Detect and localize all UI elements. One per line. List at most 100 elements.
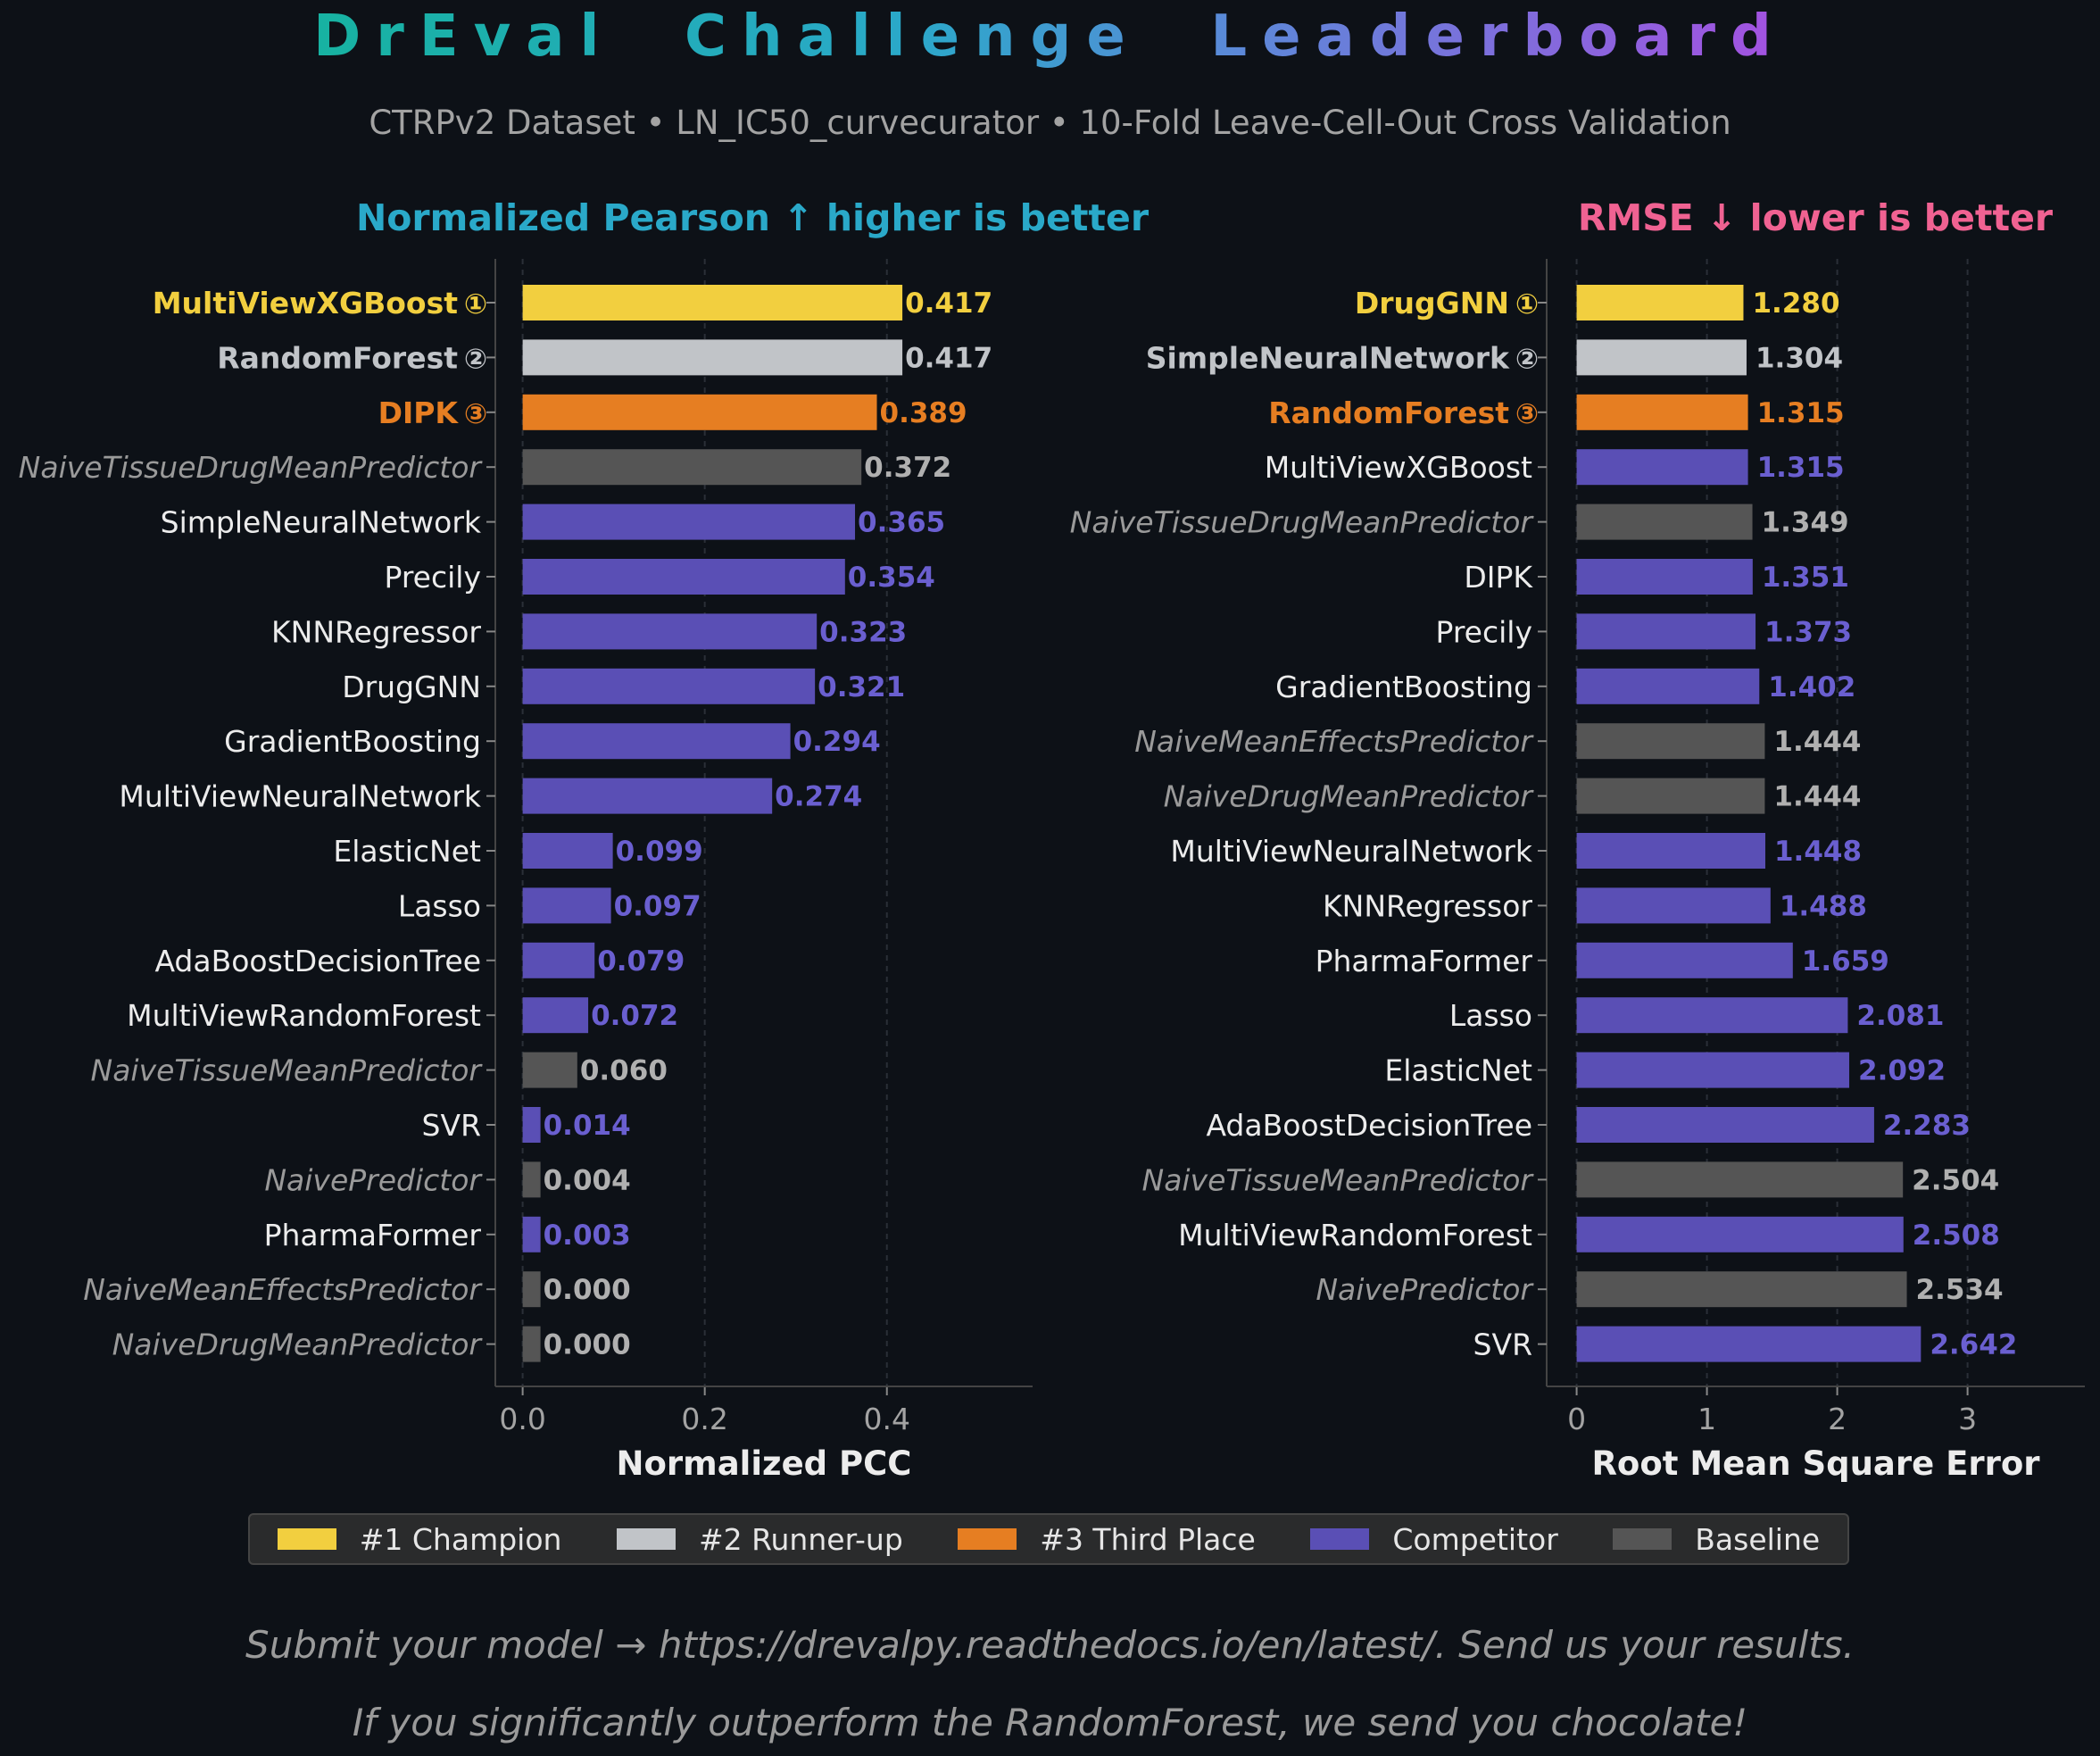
legend-swatch [277,1528,336,1550]
x-tick-label: 0.2 [681,1402,727,1436]
model-label: KNNRegressor [1323,888,1532,923]
value-label: 1.304 [1756,342,1843,374]
bar-KNNRegressor [1576,887,1771,924]
legend-item: #1 Champion [277,1521,562,1557]
bar-MultiViewXGBoost [1576,449,1748,486]
footer-submit-text: Submit your model → https://drevalpy.rea… [245,1623,1855,1667]
model-label: MultiViewRandomForest [1178,1218,1532,1253]
bar-KNNRegressor [522,613,818,650]
bar-NaiveTissueDrugMeanPredictor [522,449,862,486]
value-label: 0.060 [580,1055,668,1087]
legend-label: Competitor [1392,1521,1558,1557]
bar-SVR [522,1107,541,1143]
bar-DIPK [522,394,877,430]
model-label: Precily [385,560,481,595]
value-label: 2.534 [1916,1274,2004,1306]
value-label: 0.321 [818,671,905,703]
value-label: 0.000 [544,1329,631,1361]
model-label: PharmaFormer [1316,944,1533,978]
model-label: RandomForest [1268,395,1509,430]
value-label: 0.294 [793,726,881,758]
x-tick-label: 0.4 [864,1402,910,1436]
bar-MultiViewXGBoost [522,285,903,320]
rank-badge: ① [1515,288,1539,320]
model-label: MultiViewRandomForest [127,998,481,1033]
legend-swatch [958,1528,1017,1550]
value-label: 2.508 [1913,1219,2000,1252]
model-label: DrugGNN [342,670,481,704]
bar-NaiveDrugMeanPredictor [522,1326,541,1362]
value-label: 0.417 [905,287,992,320]
model-label: MultiViewXGBoost [153,286,459,320]
bar-MultiViewRandomForest [1576,1216,1904,1253]
panel-header: RMSE ↓ lower is better [1578,196,2054,239]
bar-SimpleNeuralNetwork [1576,339,1747,376]
rank-badge: ③ [1515,398,1539,430]
value-label: 1.315 [1757,397,1845,429]
model-label: NaiveMeanEffectsPredictor [1134,724,1534,759]
value-label: 0.003 [544,1219,631,1252]
model-label: Lasso [1449,998,1532,1033]
x-tick-label: 2 [1828,1402,1847,1436]
legend-swatch [1310,1528,1370,1550]
model-label: PharmaFormer [264,1218,482,1253]
model-label: KNNRegressor [271,614,481,649]
model-label: DIPK [1464,560,1533,595]
model-label: GradientBoosting [224,724,481,759]
bar-NaiveMeanEffectsPredictor [1576,723,1765,760]
model-label: NaivePredictor [1316,1272,1534,1307]
bar-Lasso [1576,997,1848,1034]
bar-NaiveTissueDrugMeanPredictor [1576,503,1753,540]
model-label: DIPK [378,395,460,430]
bar-GradientBoosting [522,723,791,760]
value-label: 0.072 [591,1000,678,1032]
bar-ElasticNet [522,833,613,869]
value-label: 1.444 [1773,781,1861,813]
model-label: NaiveTissueMeanPredictor [1142,1162,1535,1197]
model-label: NaiveDrugMeanPredictor [112,1327,484,1362]
model-label: AdaBoostDecisionTree [1206,1108,1532,1143]
value-label: 0.354 [848,562,935,594]
bar-DrugGNN [1576,285,1744,320]
value-label: 1.280 [1752,287,1839,320]
bar-NaiveTissueMeanPredictor [1576,1161,1904,1198]
model-label: ElasticNet [333,834,481,869]
model-label: NaiveTissueDrugMeanPredictor [19,450,484,485]
value-label: 2.092 [1858,1055,1946,1087]
model-label: NaiveDrugMeanPredictor [1164,779,1535,814]
model-label: Precily [1436,614,1532,649]
legend-item: #2 Runner-up [616,1522,903,1557]
model-label: MultiViewNeuralNetwork [1170,834,1533,869]
value-label: 1.373 [1764,616,1852,648]
value-label: 0.097 [614,890,701,922]
value-label: 1.659 [1802,945,1889,978]
value-label: 2.081 [1856,1000,1944,1032]
legend-label: Baseline [1695,1521,1821,1557]
value-label: 0.004 [544,1164,631,1196]
x-axis-label: Normalized PCC [617,1444,912,1483]
model-label: NaiveTissueMeanPredictor [91,1053,484,1088]
bar-NaiveTissueMeanPredictor [522,1052,577,1088]
chart-subtitle: CTRPv2 Dataset • LN_IC50_curvecurator • … [369,104,1731,142]
x-tick-label: 0.0 [499,1402,545,1436]
value-label: 0.014 [544,1110,631,1142]
rank-badge: ③ [464,398,487,430]
x-tick-label: 3 [1958,1402,1977,1436]
bar-MultiViewNeuralNetwork [1576,833,1765,869]
bar-AdaBoostDecisionTree [1576,1107,1874,1143]
model-label: MultiViewNeuralNetwork [119,779,482,814]
bar-RandomForest [522,339,903,376]
legend-label: #3 Third Place [1040,1521,1256,1557]
value-label: 0.274 [775,781,862,813]
value-label: 1.349 [1762,507,1849,539]
value-label: 1.448 [1774,836,1862,868]
model-label: GradientBoosting [1275,670,1532,704]
legend-item: #3 Third Place [958,1522,1256,1557]
legend-label: #1 Champion [359,1521,562,1557]
footer-chocolate-text: If you significantly outperform the Rand… [352,1701,1748,1744]
value-label: 0.079 [597,945,685,978]
bar-MultiViewNeuralNetwork [522,778,773,814]
value-label: 0.389 [880,397,967,429]
value-label: 2.504 [1912,1164,1999,1196]
value-label: 0.417 [905,342,992,374]
